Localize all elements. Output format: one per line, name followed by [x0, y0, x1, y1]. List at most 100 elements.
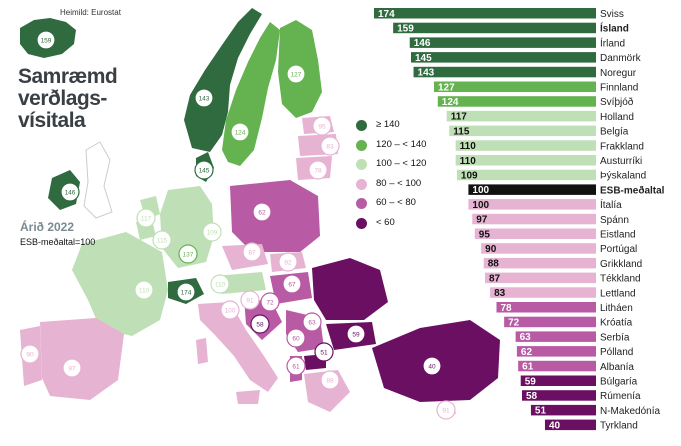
bar-value-label: 90 — [485, 244, 497, 255]
map-value-circle — [36, 30, 56, 50]
map-value-circle — [136, 208, 156, 228]
map-value-text: 60 — [292, 336, 300, 343]
map-value-text: 97 — [68, 366, 76, 373]
bar-value-label: 97 — [476, 215, 488, 226]
map-value-text: 51 — [320, 350, 328, 357]
map-value-text: 62 — [258, 210, 266, 217]
map-value-labels: 159 143 124 127 146 145 95 83 78 117 115 109 137 62 87… — [20, 30, 456, 420]
map-value-text: 92 — [284, 260, 292, 267]
bar-value-label: 143 — [418, 68, 435, 79]
region-sicily — [236, 390, 260, 404]
bar-17 — [483, 257, 596, 269]
bar-19 — [490, 287, 596, 298]
map-value-text: 117 — [141, 216, 152, 223]
map-value-text: 115 — [157, 238, 168, 245]
map-value-text: 88 — [326, 378, 334, 385]
map-value-text: 124 — [235, 130, 246, 137]
map-value-text: 143 — [199, 96, 210, 103]
map-value-badge: 124 — [230, 122, 250, 142]
map-value-circle — [260, 292, 280, 312]
map-value-badge: 95 — [312, 116, 332, 136]
bar-value-label: 63 — [520, 332, 532, 343]
map-value-circle — [422, 356, 442, 376]
map-value-text: 159 — [41, 38, 52, 45]
region-uk — [83, 141, 113, 219]
legend-item: 60 – < 80 — [356, 196, 466, 216]
map-value-text: 61 — [292, 364, 300, 371]
bar-value-label: 124 — [442, 97, 459, 108]
map-value-text: 59 — [352, 332, 360, 339]
map-value-badge: 92 — [278, 252, 298, 272]
map-value-badge: 62 — [252, 202, 272, 222]
bar-value-label: 100 — [472, 200, 489, 211]
legend-swatch — [356, 159, 367, 170]
map-value-circle — [242, 242, 262, 262]
category-label: Danmörk — [600, 53, 642, 64]
bar-1 — [393, 22, 596, 34]
category-label: Króatía — [600, 318, 633, 329]
map-value-badge: 63 — [302, 312, 322, 332]
title-line-2: verðlags- — [18, 87, 107, 110]
legend-item: 80 – < 100 — [356, 177, 466, 197]
map-value-text: 109 — [207, 230, 218, 237]
legend-item: ≥ 140 — [356, 118, 466, 138]
bar-value-label: 174 — [378, 9, 395, 20]
map-value-text: 78 — [314, 168, 322, 175]
map-value-circle — [320, 370, 340, 390]
map-value-badge: 60 — [286, 328, 306, 348]
category-label: Holland — [600, 112, 634, 123]
map-value-text: 145 — [199, 168, 210, 175]
map-value-circle — [286, 328, 306, 348]
bar-9 — [455, 140, 596, 151]
bar-value-label: 62 — [521, 347, 533, 358]
bar-value-label: 127 — [438, 82, 455, 93]
legend-swatch — [356, 198, 367, 209]
category-label: Sviss — [600, 9, 624, 20]
map-value-circle — [308, 160, 328, 180]
map-value-badge: 88 — [320, 370, 340, 390]
map-value-badge: 61 — [286, 356, 306, 376]
bar-7 — [446, 110, 596, 122]
map-value-circle — [346, 324, 366, 344]
bar-12 — [468, 184, 596, 195]
legend-label: 100 – < 120 — [376, 158, 427, 169]
eu-average-note: ESB-meðaltal=100 — [20, 237, 96, 247]
bar-0 — [374, 8, 596, 19]
bar-14 — [472, 213, 596, 225]
map-value-text: 67 — [288, 282, 296, 289]
bar-22 — [515, 331, 596, 342]
bar-2 — [409, 37, 596, 48]
bar-20 — [496, 302, 596, 313]
bar-value-label: 51 — [535, 406, 547, 417]
category-label: Búlgaría — [600, 377, 638, 388]
map-value-badge: 40 — [422, 356, 442, 376]
bar-21 — [504, 316, 596, 328]
title-line-1: Samræmd — [18, 65, 118, 88]
bar-13 — [468, 199, 596, 210]
map-value-text: 91 — [442, 408, 450, 415]
map-value-badge: 109 — [202, 222, 222, 242]
bar-value-label: 95 — [479, 229, 491, 240]
legend-swatch — [356, 217, 367, 229]
map-value-text: 72 — [266, 300, 274, 307]
map-value-badge: 127 — [286, 64, 306, 84]
bar-23 — [516, 346, 596, 357]
category-label: Grikkland — [600, 259, 642, 270]
map-value-badge: 87 — [242, 242, 262, 262]
map-value-circle — [194, 88, 214, 108]
category-label: Spánn — [600, 215, 629, 226]
map-value-circle — [314, 342, 334, 362]
bar-value-label: 145 — [415, 53, 432, 64]
map-value-circle — [194, 160, 214, 180]
category-label: Svíþjóð — [600, 96, 634, 108]
map-value-text: 174 — [181, 290, 192, 297]
region-poland — [230, 180, 320, 252]
category-label: Pólland — [600, 347, 633, 358]
legend-label: < 60 — [376, 216, 395, 228]
map-value-badge: 72 — [260, 292, 280, 312]
bar-27 — [530, 404, 596, 416]
map-value-text: 83 — [326, 144, 334, 151]
map-value-text: 146 — [65, 190, 76, 197]
map-value-circle — [210, 274, 230, 294]
map-value-text: 127 — [291, 72, 302, 79]
